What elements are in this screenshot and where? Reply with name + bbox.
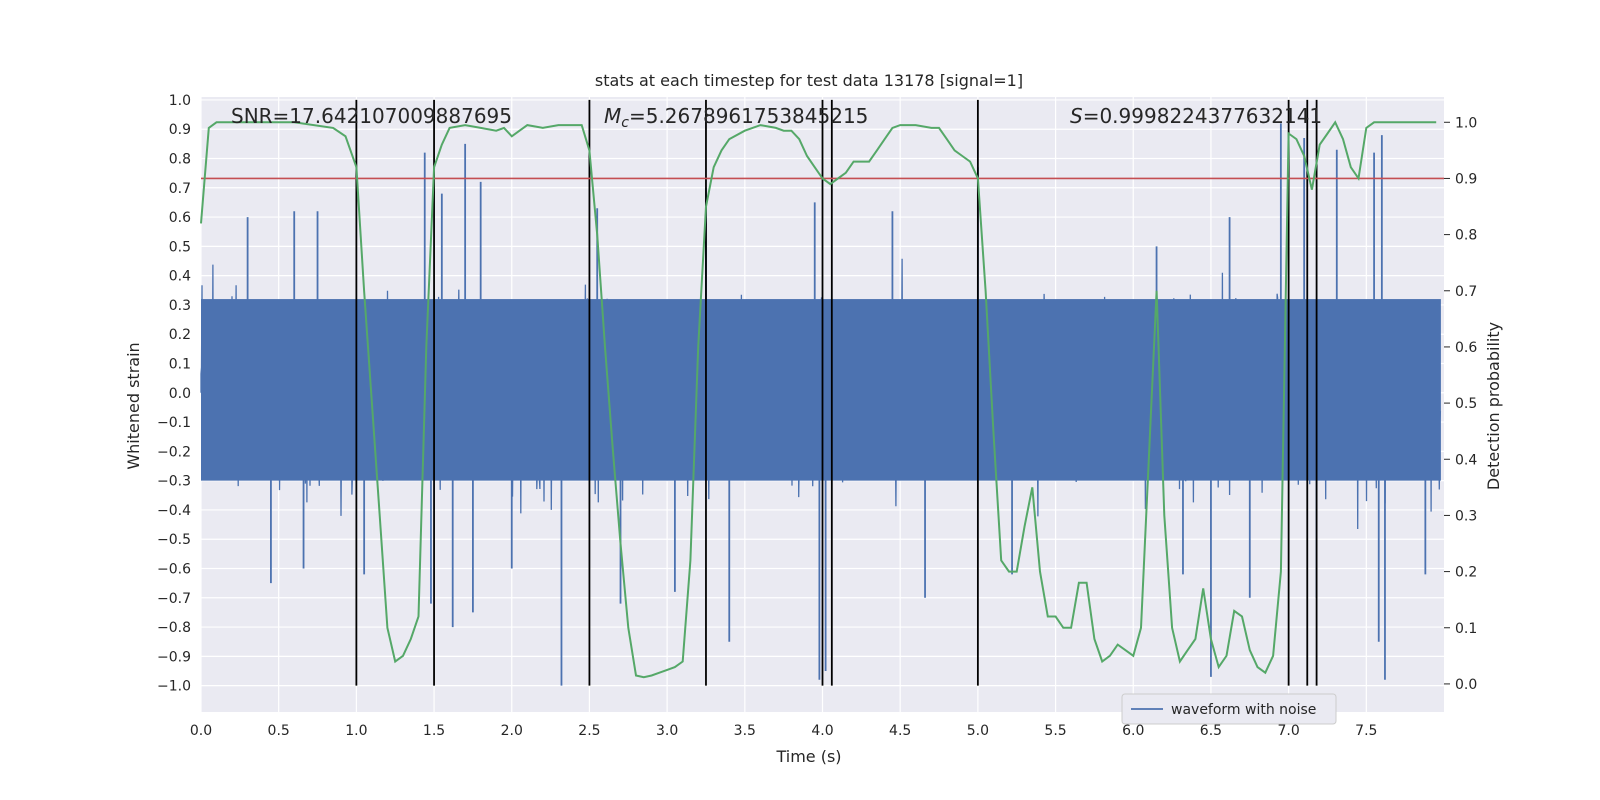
y2-tick-label: 0.9 (1455, 171, 1477, 187)
y2-tick-label: 0.6 (1455, 340, 1477, 356)
x-tick-label: 4.0 (811, 723, 833, 739)
legend-box (1121, 693, 1337, 725)
y-tick-label: 0.9 (169, 122, 191, 138)
x-tick-label: 0.0 (190, 723, 212, 739)
chart-title: stats at each timestep for test data 131… (595, 71, 1023, 90)
y2-axis-label: Detection probability (1484, 322, 1503, 490)
x-tick-label: 2.5 (578, 723, 600, 739)
y-tick-label: −0.9 (157, 649, 191, 665)
s-value: =0.9998224377632141 (1083, 104, 1322, 128)
marker-lines (355, 99, 1318, 686)
snr-annotation: SNR=17.642107009887695 (231, 104, 512, 128)
y-tick-label: −1.0 (157, 679, 191, 695)
legend-label: waveform with noise (1171, 702, 1316, 718)
y2-tick-label: 0.8 (1455, 228, 1477, 244)
y-tick-label: 0.4 (169, 269, 191, 285)
x-tick-label: 2.0 (501, 723, 523, 739)
y2-tick-label: 0.5 (1455, 396, 1477, 412)
y2-tick-label: 0.3 (1455, 508, 1477, 524)
x-tick-label: 7.5 (1355, 723, 1377, 739)
y-tick-label: −0.5 (157, 532, 191, 548)
y-tick-label: 0.3 (169, 298, 191, 314)
noise-series (200, 123, 1442, 686)
x-tick-label: 4.5 (889, 723, 911, 739)
y2-tick-label: 0.7 (1455, 284, 1477, 300)
mc-value: =5.2678961753845215 (629, 104, 868, 128)
noise-dense-band (201, 299, 1441, 481)
x-tick-label: 3.5 (734, 723, 756, 739)
mc-subscript: c (621, 115, 629, 131)
y-tick-label: 0.1 (169, 357, 191, 373)
x-tick-label: 5.0 (967, 723, 989, 739)
s-symbol: S (1070, 104, 1083, 128)
y-tick-label: −0.2 (157, 444, 191, 460)
y-tick-label: −0.8 (157, 620, 191, 636)
y-tick-label: −0.3 (157, 474, 191, 490)
y-tick-label: −0.6 (157, 562, 191, 578)
y-tick-label: 0.7 (169, 181, 191, 197)
x-tick-label: 1.0 (345, 723, 367, 739)
y-tick-label: 0.6 (169, 210, 191, 226)
y2-tick-label: 0.2 (1455, 565, 1477, 581)
y-tick-label: −0.1 (157, 415, 191, 431)
y-tick-label: −0.4 (157, 503, 191, 519)
x-tick-label: 6.0 (1122, 723, 1144, 739)
y-tick-label: 0.2 (169, 327, 191, 343)
y-axis-ticks: 1.0 0.9 0.8 0.7 0.6 0.5 0.4 0.3 0.2 0.1 0.0 −0.1 −0.… (157, 93, 191, 695)
x-tick-label: 6.5 (1200, 723, 1222, 739)
y-tick-label: −0.7 (157, 591, 191, 607)
score-annotation: S=0.9998224377632141 (1070, 104, 1322, 128)
x-axis-label: Time (s) (775, 747, 841, 766)
x-tick-label: 5.5 (1044, 723, 1066, 739)
y-tick-label: 0.5 (169, 239, 191, 255)
x-axis-ticks: 0.0 0.5 1.0 1.5 2.0 2.5 3.0 3.5 4.0 4.5 5.0 5.5 6.0 6… (190, 723, 1378, 739)
chirp-mass-annotation: Mc=5.2678961753845215 (604, 104, 868, 131)
y2-tick-label: 1.0 (1455, 115, 1477, 131)
x-tick-label: 7.0 (1277, 723, 1299, 739)
probability-line (200, 120, 1437, 679)
x-tick-label: 1.5 (423, 723, 445, 739)
mc-symbol: M (604, 104, 621, 128)
y-tick-label: 0.0 (169, 386, 191, 402)
y2-tick-label: 0.4 (1455, 452, 1477, 468)
x-tick-label: 3.0 (656, 723, 678, 739)
y2-tick-label: 0.1 (1455, 621, 1477, 637)
y-tick-label: 1.0 (169, 93, 191, 109)
x-tick-label: 0.5 (268, 723, 290, 739)
y2-tick-label: 0.0 (1455, 677, 1477, 693)
y-tick-label: 0.8 (169, 152, 191, 168)
legend: waveform with noise (1121, 693, 1337, 725)
y-axis-label: Whitened strain (124, 342, 143, 469)
y2-axis-ticks: 1.0 0.9 0.8 0.7 0.6 0.5 0.4 0.3 0.2 0.1 0.0 (1444, 115, 1477, 693)
